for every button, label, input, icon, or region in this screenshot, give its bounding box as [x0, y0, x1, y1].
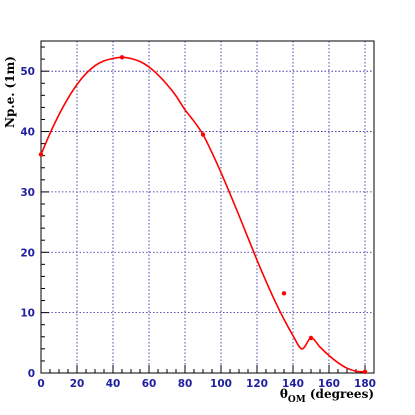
series-line [40, 56, 366, 373]
data-point [200, 132, 206, 137]
x-axis-label-suffix: (degrees) [306, 387, 374, 401]
data-point [362, 369, 368, 374]
x-tick-label: 80 [178, 378, 193, 390]
y-tick-label: 20 [20, 247, 35, 259]
x-tick-label: 100 [210, 378, 232, 390]
y-tick-label: 10 [20, 308, 35, 320]
tick-labels: 0 20 40 60 80 100 120 140 160 180 0 10 20 30 40 50 [20, 66, 376, 390]
x-axis-label-subscript: OM [288, 395, 306, 405]
x-tick-label: 20 [70, 378, 85, 390]
x-axis-label-symbol: θ [280, 387, 288, 401]
data-point [281, 291, 287, 296]
y-tick-label: 0 [28, 368, 35, 380]
y-tick-label: 40 [20, 127, 35, 139]
data-point [119, 55, 125, 60]
data-point [38, 152, 44, 157]
x-tick-label: 60 [142, 378, 157, 390]
x-tick-label: 0 [37, 378, 44, 390]
y-axis-label: Np.e. (1m) [3, 56, 17, 128]
x-tick-label: 140 [282, 378, 304, 390]
plot-frame [40, 40, 375, 374]
axis-ticks [40, 46, 375, 374]
x-axis-label: θOM (degrees) [280, 387, 374, 405]
series [38, 55, 368, 374]
x-tick-label: 180 [354, 378, 376, 390]
x-tick-label: 120 [246, 378, 268, 390]
x-tick-label: 40 [106, 378, 121, 390]
data-point [308, 335, 314, 341]
y-tick-label: 30 [20, 187, 35, 199]
y-tick-label: 50 [20, 66, 35, 78]
grid [41, 41, 374, 373]
x-tick-label: 160 [318, 378, 340, 390]
